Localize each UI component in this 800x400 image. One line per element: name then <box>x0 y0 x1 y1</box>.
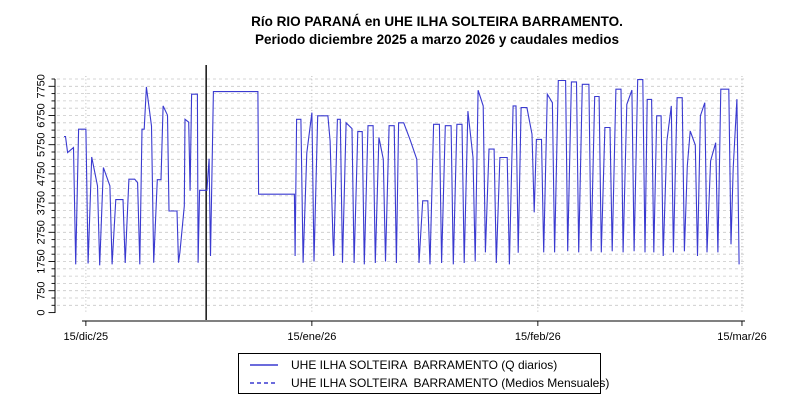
y-tick-label: 5750 <box>36 132 48 156</box>
y-tick-label: 7750 <box>36 74 48 98</box>
x-tick-label: 15/dic/25 <box>64 331 109 343</box>
chart-title: Río RIO PARANÁ en UHE ILHA SOLTEIRA BARR… <box>251 14 623 29</box>
legend-item: UHE ILHA SOLTEIRA BARRAMENTO (Q diarios) <box>249 356 600 373</box>
series-daily-flow <box>64 79 740 266</box>
legend-item-label: UHE ILHA SOLTEIRA BARRAMENTO (Medios Men… <box>291 375 610 390</box>
chart-subtitle: Periodo diciembre 2025 a marzo 2026 y ca… <box>255 32 619 47</box>
x-axis: 15/dic/25 15/ene/26 15/feb/26 15/mar/26 <box>64 320 767 343</box>
x-tick-label: 15/mar/26 <box>717 331 767 343</box>
y-tick-label: 0 <box>36 310 48 316</box>
x-tick-label: 15/feb/26 <box>515 331 561 343</box>
chart-title-block: Río RIO PARANÁ en UHE ILHA SOLTEIRA BARR… <box>37 13 800 49</box>
legend-line-dashed-icon <box>250 381 278 384</box>
horizontal-gridlines <box>57 78 745 306</box>
y-tick-label: 4750 <box>36 162 48 186</box>
y-tick-label: 1750 <box>36 249 48 273</box>
legend-line-solid-icon <box>250 363 278 366</box>
y-tick-label: 3750 <box>36 191 48 215</box>
legend: UHE ILHA SOLTEIRA BARRAMENTO (Q diarios)… <box>238 353 609 394</box>
x-tick-label: 15/ene/26 <box>287 331 336 343</box>
legend-item-label: UHE ILHA SOLTEIRA BARRAMENTO (Q diarios) <box>291 357 558 372</box>
vertical-gridlines <box>85 76 743 313</box>
y-tick-label: 750 <box>36 282 48 300</box>
y-tick-label: 2750 <box>36 220 48 244</box>
y-tick-label: 6750 <box>36 103 48 127</box>
y-axis: 0 750 1750 2750 3750 4750 5750 6750 7750 <box>36 74 56 316</box>
legend-item: UHE ILHA SOLTEIRA BARRAMENTO (Medios Men… <box>249 374 609 391</box>
